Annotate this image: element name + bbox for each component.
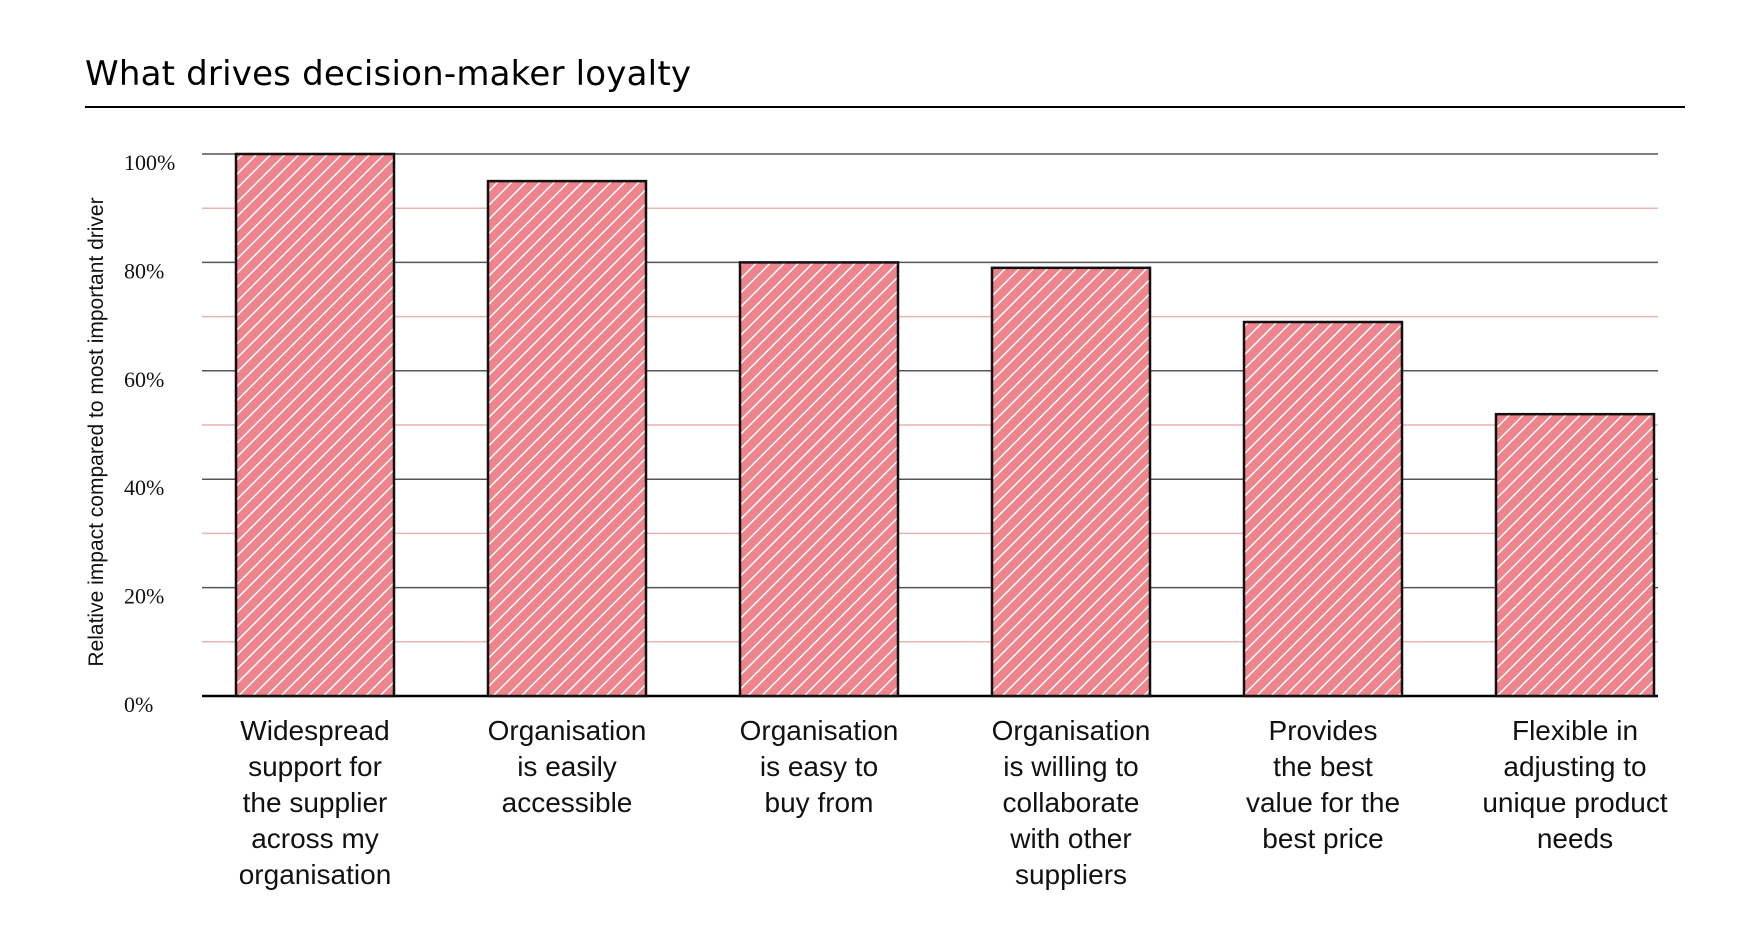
bar — [486, 179, 648, 698]
title-rule — [85, 106, 1685, 108]
bar — [1242, 320, 1404, 698]
bar — [738, 261, 900, 698]
x-category-label: Organisation is easy to buy from — [740, 715, 899, 818]
x-category-label: Widespread support for the supplier across … — [239, 715, 392, 890]
x-axis-labels: Widespread support for the supplier across … — [239, 715, 1668, 890]
y-axis-ticks: 0% 20% 40% 60% 80% 100% — [124, 150, 175, 717]
x-category-label: Flexible in adjusting to unique product nee… — [1482, 715, 1667, 854]
grid-lines — [202, 153, 1658, 698]
bar — [234, 152, 396, 698]
y-tick-label: 60% — [124, 367, 164, 392]
x-category-label: Provides the best value for the best price — [1246, 715, 1400, 854]
bar — [990, 266, 1152, 698]
y-tick-label: 0% — [124, 692, 153, 717]
bars — [234, 152, 1656, 698]
x-category-label: Organisation is easily accessible — [488, 715, 647, 818]
bar — [1494, 412, 1656, 698]
y-tick-label: 20% — [124, 584, 164, 609]
y-axis-label: Relative impact compared to most importa… — [85, 197, 108, 666]
y-tick-label: 40% — [124, 475, 164, 500]
y-tick-label: 80% — [124, 258, 164, 283]
x-category-label: Organisation is willing to collaborate with… — [992, 715, 1151, 890]
y-tick-label: 100% — [124, 150, 175, 175]
chart-title: What drives decision-maker loyalty — [85, 54, 692, 94]
